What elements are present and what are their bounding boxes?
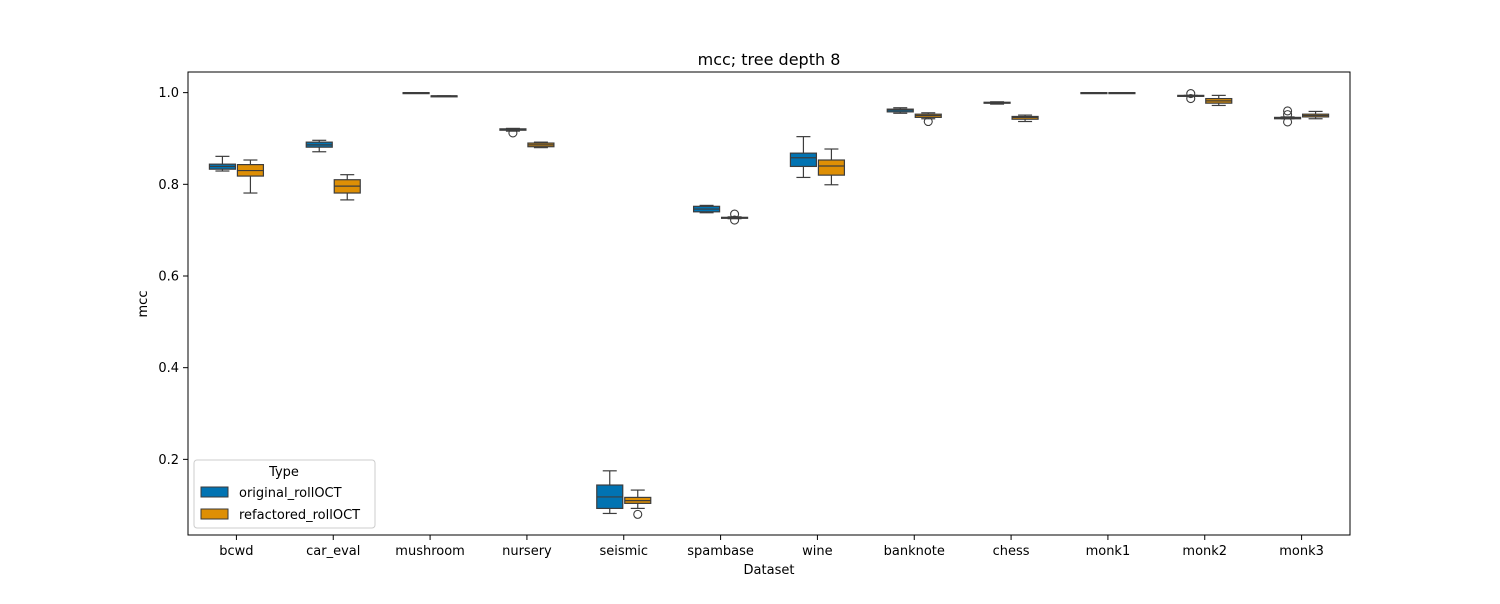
x-tick-label: monk2 <box>1182 544 1227 559</box>
chart-title: mcc; tree depth 8 <box>698 50 841 69</box>
outlier-point <box>1283 117 1293 127</box>
box-original_rollOCT-nursery <box>499 127 527 138</box>
x-tick-label: nursery <box>502 544 552 559</box>
x-tick-label: spambase <box>687 544 754 559</box>
box-refactored_rollOCT-wine <box>817 148 846 186</box>
box-original_rollOCT-car_eval <box>305 139 333 153</box>
box-refactored_rollOCT-banknote <box>914 112 942 127</box>
y-tick-label: 0.2 <box>158 453 179 468</box>
box-refactored_rollOCT-monk3 <box>1301 110 1330 120</box>
box-original_rollOCT-wine <box>789 136 818 179</box>
box-refactored_rollOCT-spambase <box>720 209 749 225</box>
legend-label-refactored: refactored_rollOCT <box>239 508 360 523</box>
legend-title: Type <box>268 465 299 480</box>
x-axis-label: Dataset <box>744 563 795 578</box>
box-refactored_rollOCT-monk2 <box>1205 94 1233 107</box>
box-refactored_rollOCT-seismic <box>624 489 652 519</box>
outlier-point <box>633 509 643 519</box>
outlier-point <box>1283 106 1293 116</box>
x-tick-label: chess <box>993 544 1030 559</box>
outlier-point <box>1186 88 1196 99</box>
box-refactored_rollOCT-monk1 <box>1108 92 1136 95</box>
box-original_rollOCT-bcwd <box>208 155 237 172</box>
x-tick-label: seismic <box>599 544 648 559</box>
x-tick-label: banknote <box>884 544 945 559</box>
x-tick-label: monk1 <box>1086 544 1131 559</box>
x-tick-label: car_eval <box>306 544 360 559</box>
outlier-point <box>923 116 933 127</box>
x-tick-label: monk3 <box>1279 544 1324 559</box>
x-tick-label: bcwd <box>219 544 253 559</box>
outlier-point <box>508 128 518 138</box>
box-original_rollOCT-monk1 <box>1080 92 1108 95</box>
axes-frame <box>187 71 1351 536</box>
outlier-point <box>730 209 740 219</box>
box-refactored_rollOCT-mushroom <box>430 95 458 98</box>
y-tick-label: 0.6 <box>158 269 179 284</box>
y-tick-label: 0.8 <box>158 178 179 193</box>
box-body <box>789 152 818 168</box>
legend-swatch-refactored <box>200 508 229 520</box>
y-axis-label: mcc <box>136 291 151 318</box>
box-refactored_rollOCT-car_eval <box>333 174 361 201</box>
box-original_rollOCT-monk3 <box>1273 106 1302 127</box>
box-original_rollOCT-banknote <box>886 107 914 114</box>
box-refactored_rollOCT-nursery <box>527 141 555 149</box>
box-refactored_rollOCT-chess <box>1011 114 1039 123</box>
plot-area <box>208 88 1330 519</box>
box-original_rollOCT-seismic <box>596 470 624 515</box>
outlier-point <box>1186 94 1196 104</box>
legend-frame <box>193 459 376 529</box>
box-original_rollOCT-chess <box>983 101 1011 105</box>
box-original_rollOCT-mushroom <box>402 92 430 95</box>
y-tick-label: 1.0 <box>158 86 179 101</box>
box-original_rollOCT-monk2 <box>1177 88 1205 104</box>
box-original_rollOCT-spambase <box>692 204 721 214</box>
legend: Type original_rollOCT refactored_rollOCT <box>193 459 376 529</box>
box-body <box>817 159 846 176</box>
box-refactored_rollOCT-bcwd <box>236 159 265 194</box>
legend-label-original: original_rollOCT <box>239 486 342 501</box>
y-tick-label: 0.4 <box>158 361 179 376</box>
legend-swatch-original <box>200 486 229 498</box>
outlier-point <box>730 215 740 225</box>
axes: 0.2 0.4 0.6 0.8 1.0 bcwd car_eval mushroom nurse… <box>158 71 1351 559</box>
x-tick-label: mushroom <box>395 544 465 559</box>
x-tick-label: wine <box>802 544 832 559</box>
outlier-point <box>1283 110 1293 120</box>
